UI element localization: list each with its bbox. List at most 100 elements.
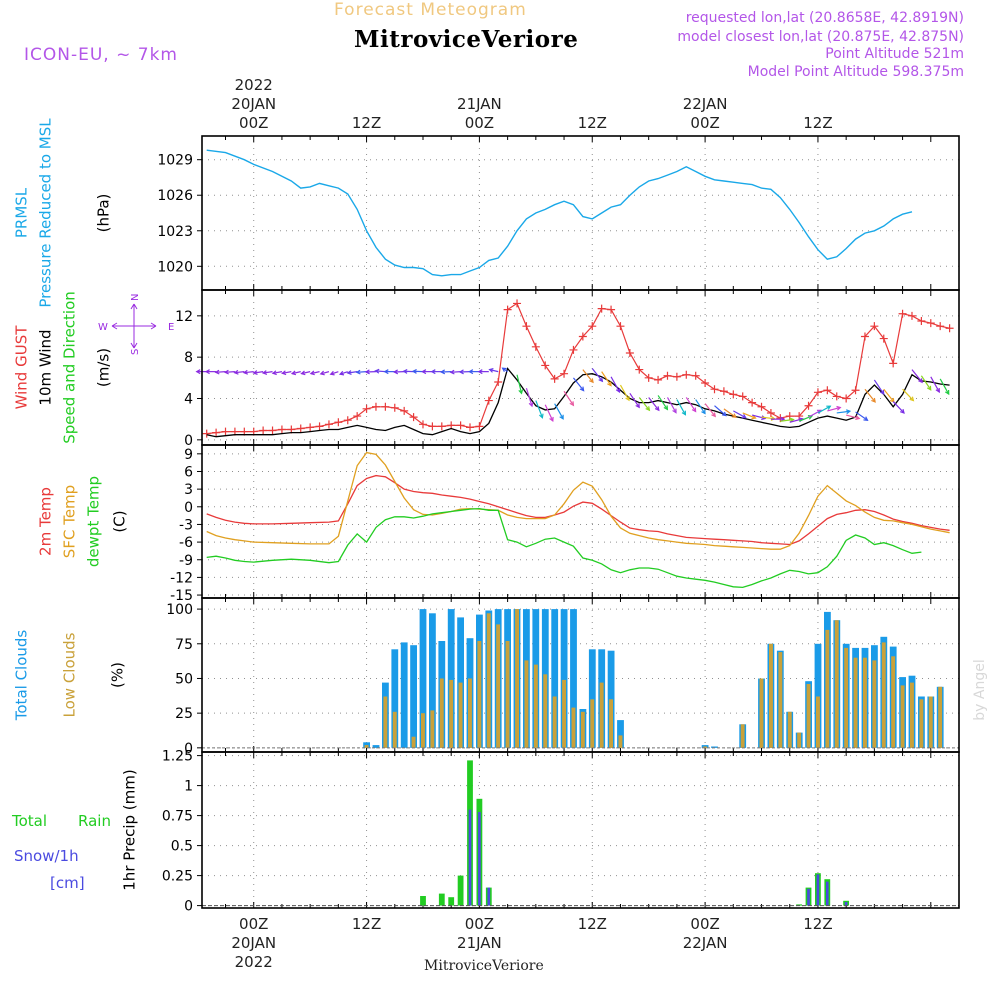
wind-arrow-head xyxy=(383,369,389,375)
gust-marker xyxy=(907,311,916,320)
top-title: Forecast Meteogram xyxy=(334,0,527,20)
low-cloud-bar xyxy=(900,685,905,748)
low-cloud-bar xyxy=(797,732,802,748)
wind-arrow-head xyxy=(845,409,852,415)
gust-marker xyxy=(710,385,719,394)
gust-marker xyxy=(334,418,343,427)
gust-marker xyxy=(719,387,728,396)
wind-arrow xyxy=(516,374,523,394)
y-tick-label: 0 xyxy=(184,899,193,915)
y-tick-label: 0.75 xyxy=(162,809,193,825)
wind-arrow-head xyxy=(871,397,876,403)
total-cloud-bar xyxy=(363,742,370,748)
wind-arrow-head xyxy=(411,368,417,374)
panel-frame xyxy=(201,751,960,909)
y-tick-label: 1026 xyxy=(157,188,193,204)
bottom-time-label: 22JAN xyxy=(683,934,728,952)
wind-arrow-head xyxy=(625,396,630,402)
gust-marker xyxy=(926,319,935,328)
wind-arrow xyxy=(657,395,668,410)
compass-ns-arrow xyxy=(130,303,138,349)
low-cloud-bar xyxy=(533,664,538,748)
gust-marker xyxy=(748,398,757,407)
gust-marker xyxy=(936,322,945,331)
gust-marker xyxy=(870,322,879,331)
wind-arrow-head xyxy=(539,413,544,419)
low-cloud-bar xyxy=(844,647,849,748)
bottom-time-label: 2022 xyxy=(235,953,273,971)
compass-rose: W E N S xyxy=(98,294,174,355)
low-cloud-bar xyxy=(919,699,924,748)
wind-arrow xyxy=(234,371,245,374)
y-tick-label: 9 xyxy=(184,447,193,463)
wind-arrow-head xyxy=(918,378,923,384)
y-tick-label: 0 xyxy=(184,741,193,757)
location-title: MitroviceVeriore xyxy=(354,26,579,53)
wind-arrow-head xyxy=(935,387,940,394)
y-axis-label: (%) xyxy=(109,662,127,688)
low-cloud-bar xyxy=(759,678,764,748)
y-tick-label: 3 xyxy=(184,482,193,498)
wind-arrow-head xyxy=(329,370,335,376)
low-cloud-bar xyxy=(505,641,510,748)
y-axis-label: (m/s) xyxy=(95,348,113,387)
gust-marker xyxy=(409,413,418,422)
wind-arrow xyxy=(855,411,868,421)
gust-marker xyxy=(494,377,503,386)
wind-arrow xyxy=(911,369,923,383)
gust-marker xyxy=(428,422,437,431)
bottom-time-label: 00Z xyxy=(239,915,268,933)
wind-arrow xyxy=(243,371,254,374)
compass-w: W xyxy=(98,322,108,333)
wind-arrow xyxy=(263,371,273,374)
wind-arrow-head xyxy=(309,370,315,376)
wind-arrow xyxy=(883,388,895,403)
low-cloud-bar xyxy=(834,620,839,748)
wind-arrow xyxy=(704,403,716,417)
wind-arrow xyxy=(733,410,747,419)
gust-marker xyxy=(296,424,305,433)
wind-arrow xyxy=(347,371,358,374)
gust-marker xyxy=(842,394,851,403)
wind-arrow xyxy=(282,371,292,374)
gust-marker xyxy=(212,428,221,437)
top-time-label: 20JAN xyxy=(231,95,276,113)
bottom-time-label: 12Z xyxy=(803,915,832,933)
y-axis-label: (C) xyxy=(111,510,129,532)
gust-marker xyxy=(757,402,766,411)
wind-arrow xyxy=(544,404,554,422)
gust-marker xyxy=(635,365,644,374)
snow-bar xyxy=(844,902,848,906)
gust-marker xyxy=(898,309,907,318)
low-cloud-bar xyxy=(599,682,604,748)
low-cloud-bar xyxy=(825,629,830,748)
gust-marker xyxy=(277,425,286,434)
gust-marker xyxy=(663,371,672,380)
wind-arrow-head xyxy=(701,409,706,415)
wind-arrow-head xyxy=(672,408,677,414)
wind-arrow-head xyxy=(402,368,408,374)
wind-arrow xyxy=(356,371,367,373)
gust-marker xyxy=(456,421,465,430)
total-cloud-bar xyxy=(588,649,596,748)
low-cloud-bar xyxy=(543,674,548,748)
low-cloud-bar xyxy=(364,745,369,748)
wind-arrow xyxy=(619,384,630,401)
wind-arrow-head xyxy=(477,369,483,375)
wind-arrow-head xyxy=(468,369,474,375)
wind-arrow-head xyxy=(663,405,669,411)
gust-marker xyxy=(701,379,710,387)
model-altitude: Model Point Altitude 598.375m xyxy=(747,64,964,80)
point-altitude: Point Altitude 521m xyxy=(825,46,964,62)
low-cloud-bar xyxy=(863,657,867,748)
gust-marker xyxy=(616,322,625,331)
low-cloud-bar xyxy=(853,657,858,748)
wind-arrow-head xyxy=(836,405,842,411)
gust-marker xyxy=(418,420,427,429)
wind-arrow-head xyxy=(204,369,210,375)
wind-arrow xyxy=(892,401,905,414)
pressure-line xyxy=(206,149,913,277)
gust-marker xyxy=(437,422,446,431)
gust-marker xyxy=(682,370,691,379)
wind-arrow-head xyxy=(338,370,345,376)
